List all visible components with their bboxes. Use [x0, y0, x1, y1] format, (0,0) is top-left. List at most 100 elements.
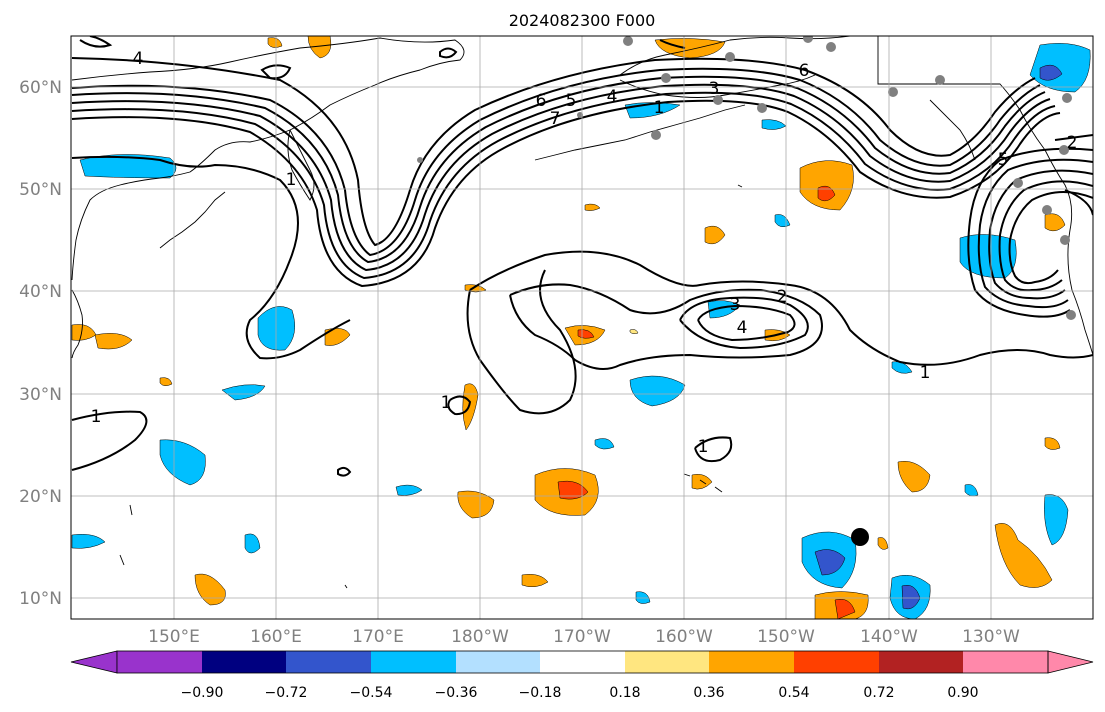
contour-label: 1 [654, 98, 665, 118]
pos-patch-10 [307, 36, 332, 59]
stations [417, 36, 1076, 320]
contour-central-mid [509, 283, 823, 370]
contour-central-outer-2 [466, 269, 577, 415]
coast-hawaii-2 [699, 479, 707, 485]
pos-patch-25 [877, 537, 889, 550]
contour-east-loop-2 [977, 158, 1093, 309]
pos-patch-6 [994, 523, 1053, 588]
coast-aleutians [534, 104, 746, 161]
station-dot [651, 130, 661, 140]
station-dot [1066, 310, 1076, 320]
neg-patch-21 [964, 484, 979, 497]
station-dot [1059, 145, 1069, 155]
lat-labels: 60°N 50°N 40°N 30°N 20°N 10°N [19, 78, 62, 609]
station-dot [803, 36, 813, 43]
pos-patch-1b [557, 480, 589, 500]
contour-central-2 [679, 296, 809, 350]
colorbar-bin [117, 651, 202, 673]
neg-patch-6 [629, 375, 686, 407]
pos-patch-15 [462, 383, 479, 431]
coast-alaska-pen [619, 74, 816, 98]
contour-label: 2 [777, 287, 788, 307]
contour-label: 5 [566, 91, 577, 111]
station-dot [888, 87, 898, 97]
lon-label: 130°W [962, 627, 1020, 647]
storm-marker [851, 528, 869, 546]
colorbar-bin [963, 651, 1048, 673]
station-dot [725, 52, 735, 62]
contour-jet-3 [71, 83, 1051, 272]
contour-small-3 [694, 436, 733, 463]
lat-label: 20°N [19, 487, 62, 507]
contour-small-5 [439, 47, 458, 59]
pos-patch-21 [267, 37, 283, 48]
colorbar-tick-label: −0.72 [265, 685, 308, 701]
lon-label: 150°W [757, 627, 815, 647]
station-dot [661, 73, 671, 83]
station-dot [713, 95, 723, 105]
pos-patch-4 [457, 490, 495, 519]
contour-jet-2 [71, 75, 1046, 264]
contour-jet-6 [71, 57, 1036, 247]
station-dot [1013, 178, 1023, 188]
contour-label: 1 [91, 407, 102, 427]
map-area: 4 6 5 4 3 1 7 6 1 2 3 4 1 1 2 5 1 1 [19, 35, 1094, 647]
station-dot [417, 157, 423, 163]
colorbar-bin [202, 651, 286, 673]
lat-label: 50°N [19, 180, 62, 200]
contour-small-6 [659, 39, 686, 49]
station-dot [577, 112, 583, 118]
contour-east-loop-5 [1008, 190, 1093, 285]
coast-kurils [159, 191, 226, 249]
colorbar-bin [794, 651, 879, 673]
pos-patch-8 [897, 461, 931, 493]
station-dot [935, 75, 945, 85]
colorbar-bin [709, 651, 794, 673]
colorbar-tick-label: −0.18 [519, 685, 562, 701]
lon-label: 160°W [655, 627, 713, 647]
contour-label: 5 [998, 150, 1009, 170]
pos-patch-18 [1044, 213, 1066, 232]
contour-small-4 [260, 64, 292, 80]
colorbar-tick-label: 0.54 [778, 685, 809, 701]
neg-patch-12 [1044, 494, 1069, 546]
coast-island-2 [119, 554, 125, 566]
colorbar-bin [456, 651, 540, 673]
colorbar-frame [116, 650, 1049, 674]
contour-central-3 [697, 304, 796, 342]
contours [71, 36, 1093, 477]
colorbar-bin [371, 651, 456, 673]
lat-label: 40°N [19, 282, 62, 302]
station-dot [826, 42, 836, 52]
contour-jet-5 [71, 99, 1061, 288]
colorbar: −0.90 −0.72 −0.54 −0.36 −0.18 0.18 0.36 … [70, 650, 1094, 701]
neg-patch-11b [1039, 64, 1063, 81]
gridlines [71, 36, 1093, 619]
contour-label: 6 [799, 61, 810, 81]
pos-patch-20 [1044, 437, 1061, 450]
station-dot [1060, 235, 1070, 245]
coast-island-4 [344, 584, 348, 589]
contour-jet-1 [71, 67, 1041, 257]
lon-label: 170°W [553, 627, 611, 647]
contour-label: 3 [709, 79, 720, 99]
lat-label: 60°N [19, 78, 62, 98]
colorbar-under-arrow [70, 650, 118, 674]
coast-island-3 [737, 184, 743, 188]
map-title: 2024082300 F000 [509, 11, 656, 30]
pos-patch-16 [521, 574, 549, 588]
contour-east-loop-4 [998, 180, 1093, 292]
contour-east-loop-1 [967, 147, 1093, 318]
colorbar-tick-label: 0.18 [609, 685, 640, 701]
coast-alaska [619, 36, 1093, 356]
colorbar-over-arrow [1047, 650, 1094, 674]
neg-patch-3 [159, 439, 206, 486]
station-dot [623, 36, 633, 46]
contour-label: 1 [698, 437, 709, 457]
neg-patch-4 [221, 384, 266, 401]
colorbar-tick-label: 0.36 [693, 685, 724, 701]
coast-island-1 [129, 504, 133, 516]
lon-label: 150°E [148, 627, 200, 647]
contour-small-1 [447, 395, 472, 416]
neg-patch-14 [71, 534, 106, 549]
